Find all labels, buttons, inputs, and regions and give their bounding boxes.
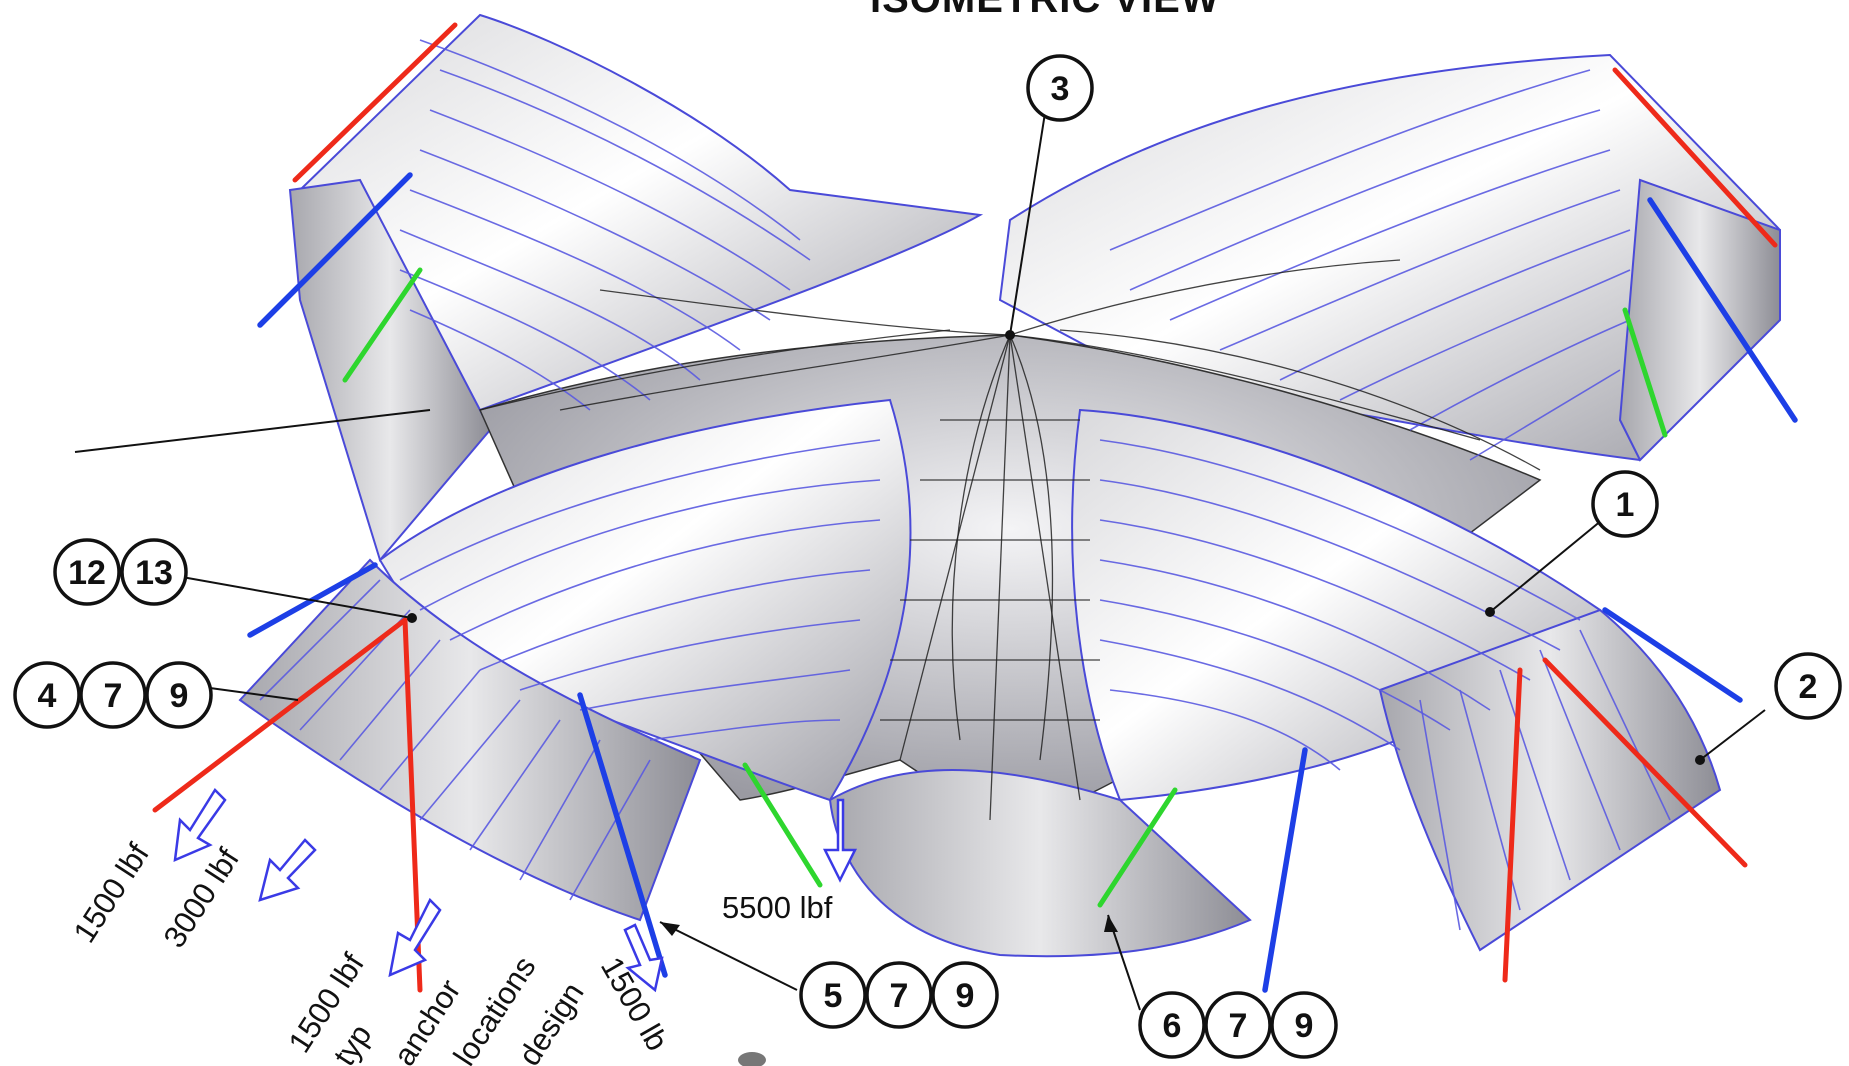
green-cable [1622,307,1668,438]
red-cable [1502,667,1523,983]
blue-cable [1262,747,1308,993]
svg-text:12: 12 [68,554,106,592]
cables [152,22,1798,993]
load-label: 3000 lbf [157,842,247,954]
membrane-skirt-front-left [238,558,702,922]
blue-cable [1602,607,1743,703]
green-cable [742,762,823,888]
membrane-stripes [259,39,1671,931]
note-text: typ [327,1018,379,1066]
load-arrow [822,798,858,883]
leader-lines [74,112,1766,1011]
svg-text:9: 9 [170,677,189,715]
callout-4-7-9: 4 7 9 [13,661,213,729]
callout-12-13: 12 13 [53,538,188,606]
green-cable [1097,787,1178,908]
tent-membrane [238,13,1781,958]
red-cable [1612,67,1778,248]
svg-text:1: 1 [1616,486,1635,524]
svg-text:9: 9 [956,977,975,1015]
callout-3: 3 [1026,54,1094,122]
svg-text:6: 6 [1163,1007,1182,1045]
red-cable [152,617,408,813]
blue-cable [257,172,413,328]
svg-text:4: 4 [38,677,57,715]
green-cable [342,267,423,383]
membrane-skirt-front-center [828,769,1252,958]
load-label: 1500 lbf [67,837,157,949]
load-arrow [173,788,227,863]
callout-2: 2 [1774,652,1842,720]
load-label: 5500 lbf [722,890,833,925]
svg-text:3: 3 [1051,70,1070,108]
load-arrow [388,897,442,978]
blue-cable [577,692,668,978]
svg-text:5: 5 [824,977,843,1015]
callout-5-7-9: 5 7 9 [799,961,999,1029]
svg-text:7: 7 [104,677,123,715]
load-arrow [623,923,664,993]
center-mesh [479,259,1541,821]
red-cable [292,22,458,183]
callout-1: 1 [1591,470,1659,538]
svg-text:2: 2 [1799,668,1818,706]
red-cable [1542,657,1748,868]
load-arrow [258,838,317,902]
load-arrows [173,788,858,993]
svg-text:9: 9 [1295,1007,1314,1045]
callout-6-7-9: 6 7 9 [1138,991,1338,1059]
drawing-artifact [738,1052,766,1066]
svg-text:7: 7 [1229,1007,1248,1045]
blue-cable [1647,197,1798,423]
drawing-title: ISOMETRIC VIEW [870,0,1220,21]
svg-text:7: 7 [890,977,909,1015]
svg-text:13: 13 [135,554,173,592]
membrane-skirt-front-right [1378,608,1722,952]
